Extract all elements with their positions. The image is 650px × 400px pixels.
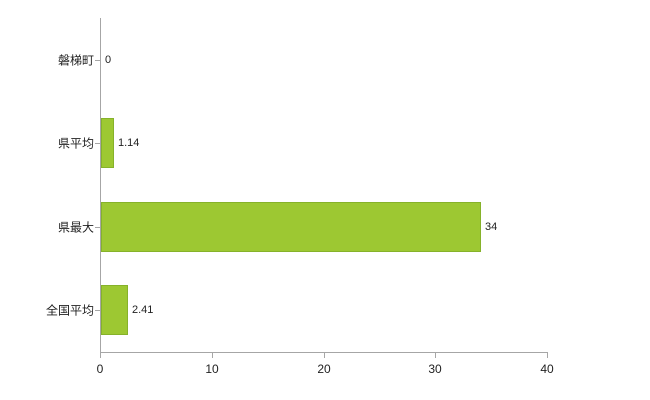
- category-label: 全国平均: [45, 303, 94, 318]
- x-axis-tick: [100, 353, 101, 358]
- bar-県平均: [101, 118, 114, 168]
- bar-県最大: [101, 202, 481, 252]
- category-label: 県平均: [57, 136, 94, 151]
- y-axis-line: [100, 18, 101, 353]
- x-axis-tick: [547, 353, 548, 358]
- x-axis-line: [100, 352, 548, 353]
- value-label: 34: [485, 220, 498, 233]
- x-axis-tick-label: 20: [317, 362, 331, 376]
- x-axis-tick-label: 0: [96, 362, 104, 376]
- y-axis-tick: [95, 143, 100, 144]
- x-axis-tick-label: 30: [428, 362, 442, 376]
- y-axis-tick: [95, 60, 100, 61]
- value-label: 1.14: [118, 137, 140, 150]
- x-axis-tick: [212, 353, 213, 358]
- bar-全国平均: [101, 285, 128, 335]
- plot-area: [100, 18, 547, 352]
- x-axis-tick: [435, 353, 436, 358]
- y-axis-tick: [95, 310, 100, 311]
- x-axis-tick: [324, 353, 325, 358]
- category-label: 磐梯町: [57, 53, 94, 68]
- category-label: 県最大: [57, 220, 94, 235]
- value-label: 2.41: [132, 304, 154, 317]
- x-axis-tick-label: 40: [540, 362, 554, 376]
- x-axis-tick-label: 10: [205, 362, 219, 376]
- y-axis-tick: [95, 227, 100, 228]
- value-label: 0: [105, 53, 112, 66]
